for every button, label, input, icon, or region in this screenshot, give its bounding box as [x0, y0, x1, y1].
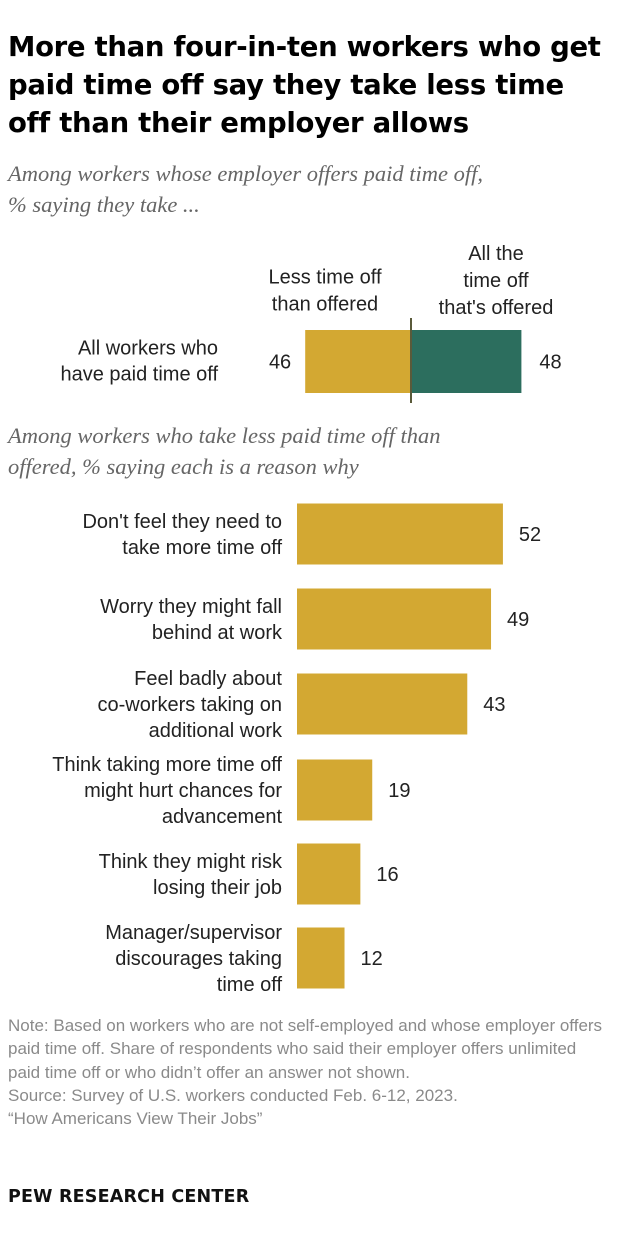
category-label-reason-1: Don't feel they need to take more time of…	[82, 511, 282, 559]
bar-less-time-off	[305, 330, 411, 393]
category-label-reason-5: Think they might risk losing their job	[99, 851, 283, 899]
bar-reason-6	[297, 927, 345, 989]
chart-canvas: 46 48 All workers who have paid time off Les…	[52, 243, 561, 996]
value-label-reason-4: 19	[388, 780, 410, 802]
bar-reason-2	[297, 588, 492, 650]
top-chart-subtitle: Among workers whose employer offers paid…	[8, 161, 483, 217]
category-label-reason-4: Think taking more time off might hurt cha…	[52, 754, 282, 828]
source-text: Source: Survey of U.S. workers conducted…	[8, 1085, 458, 1129]
value-label-reason-2: 49	[507, 609, 529, 631]
value-label-reason-6: 12	[361, 948, 383, 970]
value-label-reason-1: 52	[519, 524, 541, 546]
legend-all-time-off: All the time off that's offered	[439, 243, 554, 319]
bar-all-time-off	[411, 330, 522, 393]
category-label-reason-2: Worry they might fall behind at work	[100, 596, 283, 644]
value-label-all-time-off: 48	[539, 352, 561, 374]
category-label-reason-6: Manager/supervisor discourages taking time…	[105, 922, 282, 996]
value-label-less-time-off: 46	[269, 352, 291, 374]
category-label-reason-3: Feel badly about co-workers taking on addi…	[97, 668, 283, 742]
bottom-chart-subtitle: Among workers who take less paid time of…	[8, 423, 441, 479]
bar-reason-3	[297, 673, 468, 735]
chart-title: More than four-in-ten workers who get pa…	[8, 31, 601, 139]
bar-reason-1	[297, 503, 503, 565]
category-label-all-workers: All workers who have paid time off	[60, 338, 218, 386]
value-label-reason-5: 16	[376, 864, 398, 886]
value-label-reason-3: 43	[483, 694, 505, 716]
notes-block: Note: Based on workers who are not self-…	[8, 1014, 612, 1130]
legend-less-time-off: Less time off than offered	[268, 267, 381, 316]
bar-reason-5	[297, 843, 361, 905]
pew-logo: PEW RESEARCH CENTER	[8, 1187, 250, 1207]
note-text: Note: Based on workers who are not self-…	[8, 1016, 603, 1082]
bar-reason-4	[297, 759, 373, 821]
